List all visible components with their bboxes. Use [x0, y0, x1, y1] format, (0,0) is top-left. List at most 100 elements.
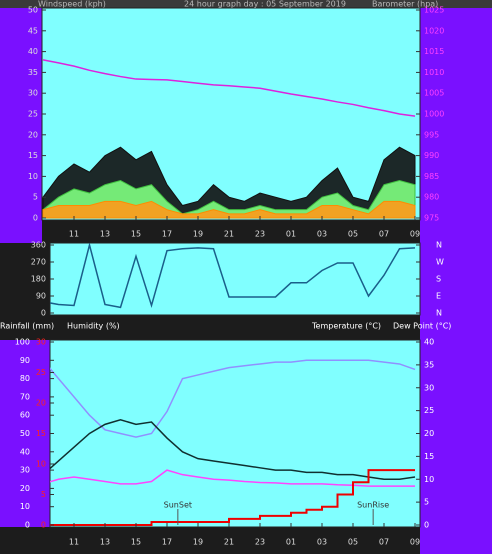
tick-label: 50 — [20, 429, 30, 438]
series-group — [42, 59, 416, 219]
x-tick-label: 11 — [69, 538, 79, 547]
tick-label: 10 — [36, 460, 46, 469]
tick-label: 1005 — [424, 89, 444, 98]
x-tick-label: 01 — [286, 538, 296, 547]
tick-label: N — [436, 309, 442, 318]
tick-label: 45 — [28, 26, 38, 35]
series-area — [42, 200, 416, 219]
series-line — [50, 243, 416, 309]
x-tick-label: 19 — [193, 230, 203, 239]
tick-label: 990 — [424, 151, 439, 160]
left-band — [0, 8, 42, 243]
x-tick-label: 07 — [379, 538, 389, 547]
x-tick-label: 15 — [131, 538, 141, 547]
tick-label: 10 — [424, 475, 434, 484]
x-tick-label: 17 — [162, 538, 172, 547]
x-tick-label: 15 — [131, 230, 141, 239]
annotation: SunRise — [357, 501, 389, 510]
tick-label: 1020 — [424, 26, 444, 35]
tick-label: 35 — [424, 360, 434, 369]
tick-label: 40 — [28, 47, 38, 56]
tick-label: E — [436, 292, 441, 301]
tick-label: 20 — [36, 399, 46, 408]
tick-label: 1025 — [424, 6, 444, 15]
tick-label: S — [436, 275, 441, 284]
tick-label: 1015 — [424, 47, 444, 56]
tick-label: 25 — [424, 406, 434, 415]
x-tick-label: 07 — [379, 230, 389, 239]
tick-label: 0 — [424, 521, 429, 530]
tick-label: 10 — [20, 502, 30, 511]
tick-label: 80 — [20, 374, 30, 383]
tick-label: 10 — [28, 172, 38, 181]
left-band-bottom — [0, 340, 50, 527]
tick-label: 5 — [33, 193, 38, 202]
tick-label: 90 — [20, 356, 30, 365]
x-tick-label: 23 — [255, 538, 265, 547]
tick-label: 0 — [41, 521, 46, 530]
axis-title: Windspeed (kph) — [38, 0, 106, 9]
tick-label: 975 — [424, 214, 439, 223]
tick-label: N — [436, 241, 442, 250]
tick-label: 995 — [424, 130, 439, 139]
tick-label: 985 — [424, 172, 439, 181]
tick-label: 270 — [31, 258, 46, 267]
title-strip — [0, 0, 492, 8]
tick-label: 0 — [25, 521, 30, 530]
tick-label: 15 — [424, 452, 434, 461]
annotation: SunSet — [164, 501, 192, 510]
tick-label: 20 — [424, 429, 434, 438]
x-tick-label: 01 — [286, 230, 296, 239]
tick-label: 20 — [28, 130, 38, 139]
x-tick-label: 09 — [410, 538, 420, 547]
tick-label: 15 — [28, 151, 38, 160]
axis-title: Barometer (hpa) — [372, 0, 438, 9]
tick-label: 5 — [41, 490, 46, 499]
series-line — [50, 469, 415, 526]
x-tick-label: 05 — [348, 230, 358, 239]
tick-label: 5 — [424, 498, 429, 507]
x-tick-label: 17 — [162, 230, 172, 239]
tick-label: 180 — [31, 275, 46, 284]
tick-label: 15 — [36, 429, 46, 438]
tick-label: 980 — [424, 193, 439, 202]
x-tick-label: 13 — [100, 538, 110, 547]
x-tick-label: 19 — [193, 538, 203, 547]
tick-label: 0 — [33, 214, 38, 223]
series-line — [50, 418, 416, 480]
x-tick-label: 21 — [224, 230, 234, 239]
x-tick-label: 09 — [410, 230, 420, 239]
axis-title: 24 hour graph day : 05 September 2019 — [184, 0, 346, 9]
tick-label: 40 — [20, 447, 30, 456]
plot-area — [49, 242, 421, 316]
x-tick-label: 05 — [348, 538, 358, 547]
tick-label: 30 — [28, 89, 38, 98]
tick-label: 360 — [31, 241, 46, 250]
tick-label: 40 — [424, 338, 434, 347]
axis-title: Dew Point (°C) — [393, 322, 451, 331]
tick-label: 30 — [20, 466, 30, 475]
x-tick-label: 23 — [255, 230, 265, 239]
tick-label: 90 — [36, 292, 46, 301]
right-band — [420, 8, 492, 554]
x-tick-label: 13 — [100, 230, 110, 239]
tick-label: 35 — [28, 68, 38, 77]
axis-title: Humidity (%) — [67, 322, 120, 331]
tick-label: 0 — [41, 309, 46, 318]
x-tick-label: 11 — [69, 230, 79, 239]
tick-label: 60 — [20, 411, 30, 420]
series-group — [50, 359, 416, 526]
tick-label: 1010 — [424, 68, 444, 77]
tick-label: 50 — [28, 6, 38, 15]
tick-label: 20 — [20, 484, 30, 493]
tick-label: 30 — [424, 383, 434, 392]
x-tick-label: 03 — [317, 230, 327, 239]
axis-title: Temperature (°C) — [311, 322, 381, 331]
tick-label: W — [436, 258, 444, 267]
tick-label: 70 — [20, 392, 30, 401]
plot-area — [49, 339, 421, 528]
series-line — [42, 59, 416, 117]
tick-label: 25 — [28, 110, 38, 119]
series-line — [50, 359, 416, 438]
